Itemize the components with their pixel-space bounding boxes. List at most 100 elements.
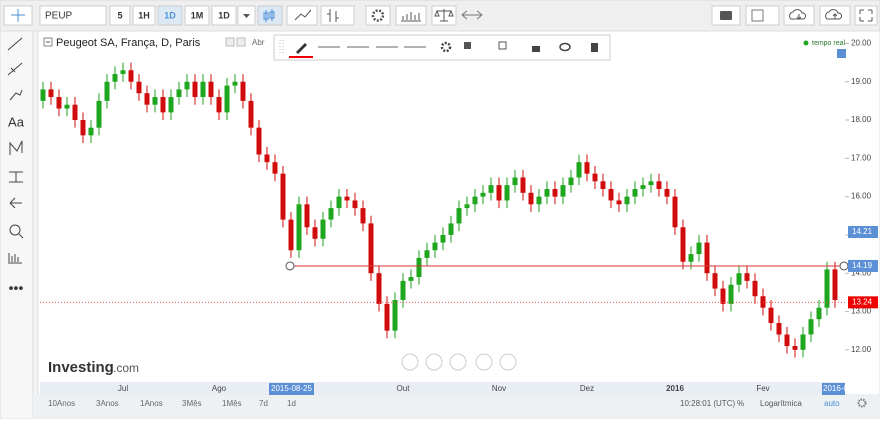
line-handle[interactable] [839,261,849,271]
footer-settings[interactable] [857,398,867,408]
auto-toggle[interactable]: auto [824,399,840,408]
candle-body [776,323,782,335]
brand: Investing [48,359,114,376]
candle-body [816,307,822,320]
candle-body [184,81,190,90]
candle-body [528,192,534,205]
range-group: 10Anos 3Anos 1Anos 3Mês 1Mês 7d 1d [48,399,296,408]
candle-body [104,81,110,101]
candle-body [400,280,406,301]
end-date: 2016-0 [823,384,848,393]
candle-body [536,196,542,205]
clone-icon[interactable] [498,41,507,50]
candle-body [72,104,78,121]
range-button[interactable]: 7d [259,399,268,408]
line-button[interactable] [286,5,318,26]
camera-icon [720,11,732,20]
interval-label[interactable]: 1D [164,10,176,20]
interval-label[interactable]: 5 [117,10,122,20]
clock: 10:28:01 (UTC) [680,399,735,408]
candle-body [448,223,454,235]
candle-body [456,208,462,224]
candle-body [416,257,422,278]
interval-button[interactable] [211,5,237,26]
candle-body [272,162,278,174]
line-handle[interactable] [285,261,295,271]
x-tick-label: Fev [756,384,769,393]
more-tools[interactable]: ••• [9,280,24,296]
interval-button[interactable] [109,5,131,26]
range-button[interactable]: 10Anos [48,399,75,408]
candle-icon [263,9,275,22]
range-button[interactable]: 3Anos [96,399,119,408]
candle-body [496,185,502,201]
candle-body [224,85,230,113]
fullscreen-button[interactable] [854,5,878,26]
candle-body [336,196,342,209]
info-icon[interactable] [837,49,846,58]
candle-body [800,334,806,350]
range-button[interactable]: 1d [287,399,296,408]
drawing-tools[interactable] [7,37,23,209]
interval-button[interactable] [132,5,156,26]
price-tag [848,296,878,309]
candle-body [112,74,118,82]
y-tick-label: 17.00 [851,153,872,162]
interval-label[interactable]: 1H [138,10,150,20]
candle-body [584,162,590,174]
symbol-input[interactable] [39,5,107,26]
realtime-dot [803,40,809,46]
candle-body [352,200,358,209]
range-button[interactable]: 1Mês [222,399,242,408]
candle-body [440,234,446,243]
crosshair-date-tag [269,383,314,395]
candle-body [176,89,182,98]
candle-body [256,127,262,155]
text-tool[interactable]: Aa [8,114,25,129]
candle-body [520,177,526,193]
candle-body [680,227,686,262]
interval-label[interactable]: 1D [218,10,230,20]
candle-body [360,208,366,224]
zoom-tool[interactable] [9,224,21,236]
candle-body [744,273,750,281]
candle-body [808,319,814,335]
lock-icon[interactable] [532,46,540,52]
candle-body [144,93,150,105]
y-tick-label: 19.00 [851,77,872,86]
nav-buttons[interactable] [401,353,517,371]
interval-button[interactable] [184,5,210,26]
interval-button[interactable] [157,5,183,26]
price-tag [848,259,878,272]
candle-body [784,334,790,346]
price-tag-label: 14.19 [852,261,873,270]
interval-group: 5 1H 1D 1M 1D [109,5,237,26]
x-tick-label: Ago [212,384,227,393]
drag-handle[interactable] [279,40,284,55]
candle-body [160,97,166,113]
log-toggle[interactable]: Logarítmica [760,399,802,408]
range-button[interactable]: 3Mês [182,399,202,408]
candle-body [216,97,222,113]
delete-icon[interactable] [591,43,598,52]
measure-tools[interactable] [8,233,24,264]
visibility-icon[interactable] [559,42,571,52]
percent-toggle[interactable]: % [737,399,744,408]
cloud-down-icon [789,9,807,20]
bar-type-button[interactable] [320,5,355,26]
interval-label[interactable]: 1M [191,10,204,20]
draw-settings[interactable] [440,41,452,53]
range-button[interactable]: 1Anos [140,399,163,408]
candle-body [608,188,614,201]
candle-body [296,204,302,251]
candle-body [632,188,638,197]
pencil-icon[interactable] [296,43,307,54]
undo-redo-icons[interactable] [461,10,483,20]
bottom-bar [33,395,880,419]
candle-body [712,273,718,289]
candle-body [704,242,710,274]
candle-body [560,185,566,197]
layer-icon[interactable] [464,42,471,49]
candle-body [248,100,254,128]
settings-button[interactable] [365,5,391,26]
